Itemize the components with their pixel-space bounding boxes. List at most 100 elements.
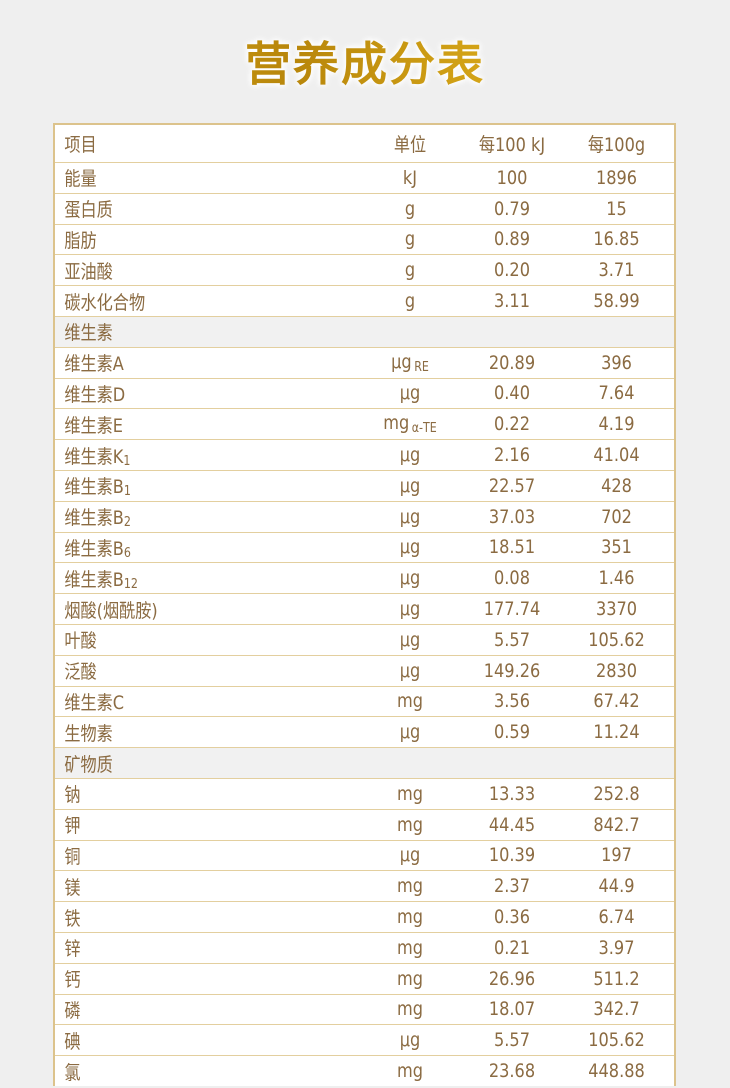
per100kj-cell-text: 0.36 bbox=[494, 906, 530, 929]
unit-cell: μg bbox=[363, 444, 457, 466]
per100kj-cell-text: 0.79 bbox=[494, 197, 530, 220]
nutrient-name: 蛋白质 bbox=[55, 195, 310, 222]
unit-cell-text: μg bbox=[399, 1029, 421, 1052]
table-row: 烟酸(烟酰胺) μg 177.74 3370 bbox=[55, 593, 674, 624]
per100g-cell-text: 3370 bbox=[595, 598, 638, 621]
per100kj-cell-text: 5.57 bbox=[494, 628, 530, 651]
nutrient-name: 锌 bbox=[55, 934, 310, 961]
unit-cell: μg bbox=[363, 382, 457, 404]
per100kj-cell-text: 0.21 bbox=[494, 936, 530, 959]
nutrient-name-text: 维生素B bbox=[64, 568, 124, 591]
per100g-cell-text: 11.24 bbox=[593, 721, 640, 744]
per100kj-cell-text: 0.89 bbox=[494, 228, 530, 251]
per100g-cell: 428 bbox=[568, 475, 666, 497]
per100kj-cell-text: 0.40 bbox=[494, 382, 530, 405]
unit-cell: g bbox=[363, 228, 457, 250]
per100kj-cell: 18.51 bbox=[472, 536, 552, 558]
per100kj-cell: 0.08 bbox=[472, 567, 552, 589]
per100g-cell: 3370 bbox=[568, 598, 666, 620]
per100kj-cell-text: 26.96 bbox=[488, 967, 536, 990]
unit-cell: mg bbox=[363, 1060, 457, 1082]
nutrient-name-text: 铜 bbox=[64, 845, 81, 868]
per100kj-cell-text: 3.56 bbox=[494, 690, 530, 713]
nutrient-name-text: 碳水化合物 bbox=[64, 291, 146, 314]
unit-cell: mg bbox=[363, 783, 457, 805]
nutrient-name: 维生素B1 bbox=[55, 472, 310, 499]
per100kj-cell: 3.11 bbox=[472, 290, 552, 312]
unit-cell-text: μg bbox=[399, 659, 421, 682]
per100g-cell: 1.46 bbox=[568, 567, 666, 589]
table-row: 碘 μg 5.57 105.62 bbox=[55, 1024, 674, 1055]
nutrient-name-text: 镁 bbox=[64, 876, 81, 899]
nutrient-name-text: 矿物质 bbox=[64, 753, 113, 776]
nutrient-name-text: 泛酸 bbox=[64, 661, 97, 684]
per100g-cell-text: 1.46 bbox=[598, 567, 635, 590]
unit-cell: kJ bbox=[363, 167, 457, 189]
unit-cell-text: mg bbox=[396, 906, 423, 929]
table-row: 叶酸 μg 5.57 105.62 bbox=[55, 623, 674, 655]
per100g-cell-text: 2830 bbox=[595, 659, 638, 682]
per100kj-cell: 3.56 bbox=[472, 690, 552, 712]
unit-cell: μg bbox=[363, 721, 457, 743]
unit-cell: mg bbox=[363, 814, 457, 836]
nutrient-name: 脂肪 bbox=[55, 226, 310, 253]
per100g-cell: 58.99 bbox=[568, 290, 666, 312]
nutrient-name-text: 维生素C bbox=[64, 691, 125, 714]
per100g-cell: 41.04 bbox=[568, 444, 666, 466]
nutrient-name-text: 维生素E bbox=[64, 414, 124, 437]
section-row: 矿物质 bbox=[55, 747, 674, 778]
table-row: 亚油酸 g 0.20 3.71 bbox=[55, 254, 674, 285]
unit-cell-text: μg bbox=[399, 567, 421, 590]
nutrient-name-text: 钠 bbox=[64, 784, 81, 807]
nutrient-name: 维生素 bbox=[55, 318, 310, 345]
per100kj-cell-text: 5.57 bbox=[494, 1029, 530, 1052]
unit-cell-text: g bbox=[404, 197, 416, 220]
per100g-cell: 252.8 bbox=[568, 783, 666, 805]
unit-cell: μg bbox=[363, 844, 457, 866]
unit-cell-text: g bbox=[404, 290, 416, 313]
per100g-cell: 3.97 bbox=[568, 937, 666, 959]
unit-cell-text: μg bbox=[399, 628, 421, 651]
per100g-cell-text: 3.71 bbox=[598, 259, 635, 282]
table-row: 维生素C mg 3.56 67.42 bbox=[55, 685, 674, 717]
nutrient-name: 亚油酸 bbox=[55, 257, 310, 284]
per100g-cell-text: 252.8 bbox=[593, 782, 640, 805]
per100g-cell: 1896 bbox=[568, 167, 666, 189]
table-row: 维生素A μg RE 20.89 396 bbox=[55, 346, 674, 378]
per100kj-cell: 0.40 bbox=[472, 382, 552, 404]
per100kj-cell-text: 0.59 bbox=[494, 721, 530, 744]
nutrient-name-text: 蛋白质 bbox=[64, 199, 113, 222]
per100kj-cell: 37.03 bbox=[472, 506, 552, 528]
table-row: 碳水化合物 g 3.11 58.99 bbox=[55, 285, 674, 316]
per100g-cell: 105.62 bbox=[568, 629, 666, 651]
unit-cell-text: μg bbox=[399, 844, 421, 867]
unit-cell: μg RE bbox=[363, 351, 457, 375]
table-row: 维生素E mg α-TE 0.22 4.19 bbox=[55, 408, 674, 439]
per100g-cell-text: 448.88 bbox=[588, 1060, 645, 1082]
nutrient-name: 碘 bbox=[55, 1027, 310, 1054]
unit-cell-text: g bbox=[404, 259, 416, 282]
table-row: 氯 mg 23.68 448.88 bbox=[55, 1055, 674, 1086]
table-row: 维生素B2 μg 37.03 702 bbox=[55, 500, 674, 532]
nutrient-name: 叶酸 bbox=[55, 626, 310, 653]
unit-cell-text: μg bbox=[399, 721, 421, 744]
nutrient-name-text: 脂肪 bbox=[64, 229, 97, 252]
per100kj-cell: 0.59 bbox=[472, 721, 552, 743]
table-row: 镁 mg 2.37 44.9 bbox=[55, 870, 674, 901]
unit-cell: mg bbox=[363, 690, 457, 712]
table-row: 能量 kJ 100 1896 bbox=[55, 162, 674, 193]
unit-suffix: α-TE bbox=[411, 421, 437, 437]
per100kj-cell-text: 23.68 bbox=[488, 1060, 536, 1082]
unit-cell-text: mg bbox=[396, 813, 423, 836]
table-row: 铜 μg 10.39 197 bbox=[55, 839, 674, 871]
page-title: 营养成分表 bbox=[0, 28, 730, 94]
unit-cell: μg bbox=[363, 629, 457, 651]
nutrient-name: 维生素B12 bbox=[55, 565, 310, 592]
per100kj-cell-text: 0.22 bbox=[494, 413, 530, 436]
per100kj-cell: 0.36 bbox=[472, 906, 552, 928]
nutrient-name: 磷 bbox=[55, 996, 310, 1023]
per100g-cell: 15 bbox=[568, 198, 666, 220]
unit-cell-text: μg bbox=[399, 598, 421, 621]
nutrient-name-text: 生物素 bbox=[64, 722, 113, 745]
per100g-cell: 4.19 bbox=[568, 413, 666, 435]
